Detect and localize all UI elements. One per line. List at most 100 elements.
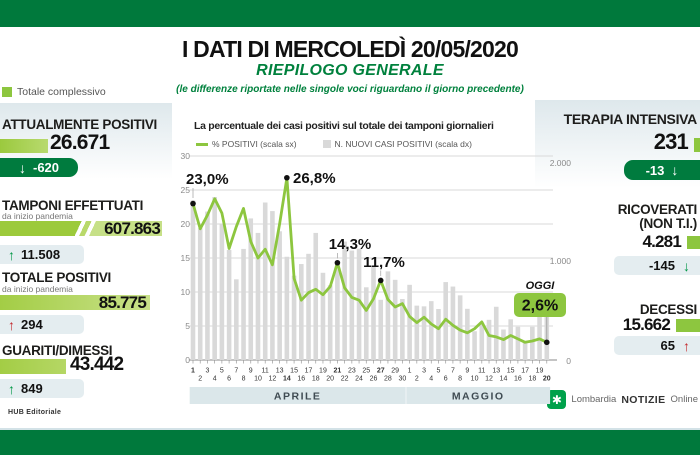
legend-label: % POSITIVI (scala sx) bbox=[212, 139, 297, 149]
svg-text:12: 12 bbox=[485, 376, 493, 383]
stat-bar-guariti-dimessi bbox=[0, 359, 66, 374]
lombardia-notizie-logo: ✱ Lombardia NOTIZIE Online bbox=[547, 390, 698, 409]
line-series bbox=[191, 176, 549, 344]
delta-pill-decessi: 65 ↑ bbox=[614, 336, 700, 355]
delta-pill-guariti-dimessi: ↑ 849 bbox=[0, 379, 84, 398]
up-arrow-icon: ↑ bbox=[8, 316, 15, 333]
svg-text:23: 23 bbox=[348, 368, 356, 375]
svg-text:0: 0 bbox=[566, 356, 571, 366]
stat-sublabel-tamponi: da inizio pandemia bbox=[2, 211, 73, 221]
svg-text:4: 4 bbox=[213, 376, 217, 383]
svg-text:2: 2 bbox=[415, 376, 419, 383]
stat-label-guariti-dimessi: GUARITI/DIMESSI bbox=[2, 343, 113, 358]
svg-text:24: 24 bbox=[355, 376, 363, 383]
chart-legend: % POSITIVI (scala sx) N. NUOVI CASI POSI… bbox=[196, 139, 472, 149]
svg-text:6: 6 bbox=[444, 376, 448, 383]
svg-text:4: 4 bbox=[429, 376, 433, 383]
down-arrow-icon: ↓ bbox=[671, 162, 679, 178]
svg-text:18: 18 bbox=[528, 376, 536, 383]
svg-text:28: 28 bbox=[384, 376, 392, 383]
svg-text:6: 6 bbox=[227, 376, 231, 383]
svg-text:10: 10 bbox=[254, 376, 262, 383]
svg-text:13: 13 bbox=[276, 368, 284, 375]
total-legend: Totale complessivo bbox=[2, 86, 106, 98]
legend-square-icon bbox=[2, 87, 12, 97]
stat-label-attualmente-positivi: ATTUALMENTE POSITIVI bbox=[2, 117, 157, 132]
svg-text:11: 11 bbox=[478, 368, 485, 375]
down-arrow-icon: ↓ bbox=[683, 257, 690, 274]
chart-title: La percentuale dei casi positivi sul tot… bbox=[194, 120, 494, 132]
stat-bar-totale-positivi bbox=[0, 295, 150, 310]
stat-label-tamponi: TAMPONI EFFETTUATI bbox=[2, 198, 144, 213]
delta-badge-terapia-intensiva: -13 ↓ bbox=[624, 160, 700, 180]
svg-text:26: 26 bbox=[370, 376, 378, 383]
legend-item-positivi: % POSITIVI (scala sx) bbox=[196, 139, 297, 149]
up-arrow-icon: ↑ bbox=[8, 246, 15, 263]
svg-text:11: 11 bbox=[262, 368, 269, 375]
stat-bar-terapia-intensiva bbox=[694, 138, 700, 152]
combo-chart: 0510152025302.0001.000012345678910111213… bbox=[181, 151, 572, 404]
svg-text:18: 18 bbox=[312, 376, 320, 383]
svg-text:11,7%: 11,7% bbox=[363, 254, 405, 271]
annotations: 23,0% 26,8% 14,3%11,7% 2,6% OGGI bbox=[186, 170, 566, 346]
svg-text:1.000: 1.000 bbox=[550, 256, 572, 266]
delta-pill-totale-positivi: ↑ 294 bbox=[0, 315, 84, 334]
svg-text:1: 1 bbox=[408, 368, 412, 375]
oggi-badge bbox=[514, 293, 566, 317]
delta-value: 294 bbox=[21, 317, 43, 332]
svg-text:2: 2 bbox=[198, 376, 202, 383]
down-arrow-icon: ↓ bbox=[18, 159, 26, 176]
svg-text:3: 3 bbox=[205, 368, 209, 375]
svg-text:8: 8 bbox=[458, 376, 462, 383]
svg-text:12: 12 bbox=[269, 376, 277, 383]
svg-text:15: 15 bbox=[181, 253, 191, 263]
delta-pill-ricoverati: -145 ↓ bbox=[614, 256, 700, 275]
stat-sublabel-totale-positivi: da inizio pandemia bbox=[2, 284, 73, 294]
svg-text:5: 5 bbox=[185, 321, 190, 331]
stat-label-ricoverati: RICOVERATI bbox=[617, 202, 698, 217]
up-arrow-icon: ↑ bbox=[8, 380, 15, 397]
svg-text:14,3%: 14,3% bbox=[329, 236, 372, 253]
svg-text:0: 0 bbox=[185, 355, 190, 365]
svg-text:27: 27 bbox=[377, 368, 385, 375]
logo-brand-text: NOTIZIE bbox=[621, 393, 666, 406]
svg-text:15: 15 bbox=[290, 368, 298, 375]
stat-label-terapia-intensiva: TERAPIA INTENSIVA bbox=[563, 111, 698, 127]
delta-badge-attualmente-positivi: ↓ -620 bbox=[0, 158, 78, 177]
svg-text:20: 20 bbox=[181, 219, 191, 229]
bottom-bar bbox=[0, 428, 700, 455]
svg-text:25: 25 bbox=[362, 368, 370, 375]
svg-text:30: 30 bbox=[181, 151, 191, 161]
svg-text:19: 19 bbox=[319, 368, 327, 375]
svg-text:2.000: 2.000 bbox=[550, 158, 572, 168]
stat-bar-ricoverati bbox=[687, 236, 700, 249]
legend-label: N. NUOVI CASI POSITIVI (scala dx) bbox=[334, 139, 472, 149]
svg-text:5: 5 bbox=[437, 368, 441, 375]
svg-text:23,0%: 23,0% bbox=[186, 171, 229, 188]
total-legend-label: Totale complessivo bbox=[17, 86, 106, 98]
svg-text:14: 14 bbox=[283, 376, 291, 383]
top-bar bbox=[0, 0, 700, 27]
logo-region-text: Lombardia bbox=[571, 394, 617, 405]
svg-text:OGGI: OGGI bbox=[526, 280, 556, 292]
svg-text:20: 20 bbox=[543, 376, 551, 383]
stat-value-ricoverati: 4.281 bbox=[642, 232, 681, 251]
svg-text:10: 10 bbox=[181, 287, 191, 297]
stat-value-attualmente-positivi: 26.671 bbox=[50, 131, 110, 154]
stat-label-decessi: DECESSI bbox=[639, 302, 697, 317]
legend-item-nuovi-casi: N. NUOVI CASI POSITIVI (scala dx) bbox=[322, 139, 472, 149]
svg-text:30: 30 bbox=[398, 376, 406, 383]
page-subtitle: RIEPILOGO GENERALE bbox=[256, 62, 444, 79]
stat-value-tamponi: 607.863 bbox=[104, 219, 161, 238]
bar-swatch-icon bbox=[322, 140, 331, 148]
svg-text:1: 1 bbox=[191, 368, 195, 375]
page-title: I DATI DI MERCOLEDÌ 20/05/2020 bbox=[181, 36, 519, 62]
delta-value: -620 bbox=[32, 160, 60, 175]
svg-text:3: 3 bbox=[422, 368, 426, 375]
svg-text:9: 9 bbox=[249, 368, 253, 375]
svg-text:29: 29 bbox=[391, 368, 399, 375]
stat-value-decessi: 15.662 bbox=[622, 315, 671, 334]
credit-text: HUB Editoriale bbox=[8, 409, 62, 416]
stat-bar-decessi bbox=[676, 319, 700, 332]
